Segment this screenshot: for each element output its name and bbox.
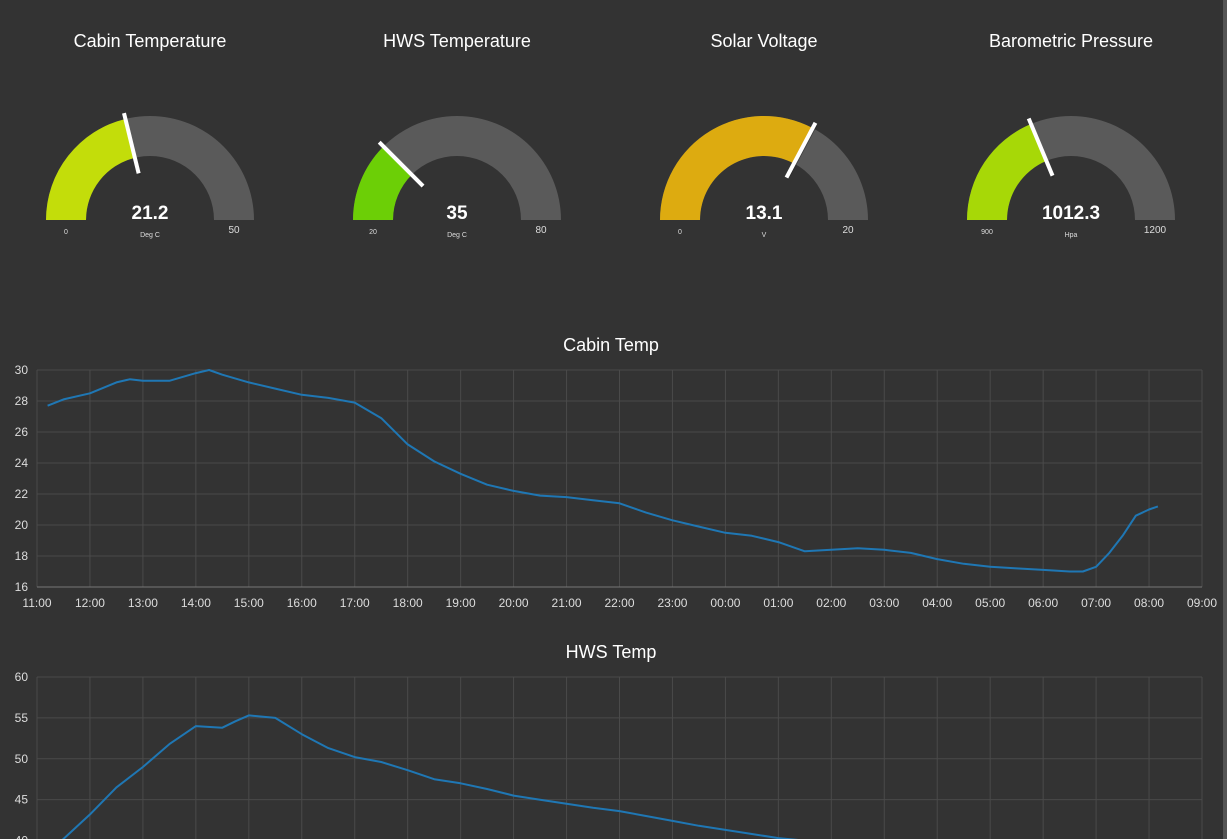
gauge-row: Cabin Temperature 21.2 Deg C 0 50 HWS Tempe… <box>0 0 1227 270</box>
gauge-min-label: 900 <box>981 229 993 236</box>
gauge-fill <box>46 118 135 220</box>
x-tick-label: 01:00 <box>763 596 793 610</box>
gauge-dial: 21.2 Deg C 0 50 <box>46 112 254 239</box>
gauge-value: 35 <box>446 203 468 224</box>
x-tick-label: 06:00 <box>1028 596 1058 610</box>
x-tick-label: 00:00 <box>710 596 740 610</box>
gauge-max-label: 20 <box>842 225 854 236</box>
gauge-max-label: 50 <box>228 225 240 236</box>
y-tick-label: 26 <box>15 425 29 439</box>
gauge-needle <box>122 112 141 174</box>
y-tick-label: 60 <box>15 670 29 684</box>
x-tick-label: 22:00 <box>604 596 634 610</box>
gauge-fill <box>967 124 1047 220</box>
x-tick-label: 23:00 <box>657 596 687 610</box>
x-tick-label: 19:00 <box>446 596 476 610</box>
gauge-dial: 35 Deg C 20 80 <box>353 116 561 239</box>
x-tick-label: 13:00 <box>128 596 158 610</box>
x-tick-label: 08:00 <box>1134 596 1164 610</box>
y-tick-label: 18 <box>15 549 29 563</box>
gauge-units: V <box>762 232 767 239</box>
gauge-units: Hpa <box>1065 232 1078 239</box>
y-tick-label: 24 <box>15 456 29 470</box>
y-tick-label: 28 <box>15 394 29 408</box>
gauge-title: Cabin Temperature <box>73 31 227 51</box>
y-tick-label: 22 <box>15 487 29 501</box>
x-tick-label: 16:00 <box>287 596 317 610</box>
gauge-units: Deg C <box>140 232 160 239</box>
x-tick-label: 15:00 <box>234 596 264 610</box>
x-tick-label: 14:00 <box>181 596 211 610</box>
gauge-dial: 1012.3 Hpa 900 1200 <box>967 116 1175 239</box>
gauge-title: HWS Temperature <box>383 31 531 51</box>
x-tick-label: 18:00 <box>393 596 423 610</box>
y-tick-label: 16 <box>15 580 29 594</box>
gauge-min-label: 20 <box>369 229 377 236</box>
gauge-title: Barometric Pressure <box>988 31 1154 51</box>
gauge-value: 21.2 <box>132 203 169 224</box>
gauge-max-label: 80 <box>535 225 547 236</box>
grid <box>36 369 1203 588</box>
x-tick-label: 02:00 <box>816 596 846 610</box>
gauge-value: 13.1 <box>746 203 783 224</box>
gauge-needle <box>1026 117 1055 177</box>
gauge-units: Deg C <box>447 232 467 239</box>
x-tick-label: 11:00 <box>22 596 51 610</box>
chart-title: HWS Temp <box>565 642 657 662</box>
gauge-max-label: 1200 <box>1144 225 1167 236</box>
x-tick-label: 04:00 <box>922 596 952 610</box>
chart-cabin-temp: Cabin Temp 11:00 12:00 13:00 14:00 15:00 16:0… <box>0 330 1227 620</box>
y-tick-label: 30 <box>15 363 29 377</box>
gauge-solar-voltage: Solar Voltage 13.1 V 0 20 <box>614 0 914 260</box>
chart-title: Cabin Temp <box>563 335 659 355</box>
grid <box>36 676 1203 839</box>
gauge-min-label: 0 <box>678 229 682 236</box>
gauge-fill <box>660 116 813 220</box>
series-line <box>61 714 799 839</box>
x-tick-label: 07:00 <box>1081 596 1111 610</box>
gauge-barometric-pressure: Barometric Pressure 1012.3 Hpa 900 1200 <box>921 0 1221 260</box>
gauge-needle <box>784 121 818 179</box>
gauge-cabin-temperature: Cabin Temperature 21.2 Deg C 0 50 <box>0 0 300 260</box>
gauge-min-label: 0 <box>64 229 68 236</box>
chart-plot: 40 45 50 55 60 <box>15 670 1203 839</box>
x-tick-label: 12:00 <box>75 596 105 610</box>
gauge-title: Solar Voltage <box>710 31 818 51</box>
gauge-track <box>353 116 561 220</box>
gauge-value: 1012.3 <box>1042 203 1100 224</box>
series-line <box>47 369 1159 573</box>
chart-hws-temp: HWS Temp 40 45 50 55 60 <box>0 637 1227 839</box>
scrollbar[interactable] <box>1223 0 1227 839</box>
x-tick-label: 03:00 <box>869 596 899 610</box>
x-tick-label: 21:00 <box>552 596 582 610</box>
gauge-dial: 13.1 V 0 20 <box>660 116 868 239</box>
x-tick-label: 17:00 <box>340 596 370 610</box>
y-tick-label: 40 <box>15 834 29 839</box>
scrollbar-thumb[interactable] <box>1223 0 1227 839</box>
y-tick-label: 20 <box>15 518 29 532</box>
chart-plot: 11:00 12:00 13:00 14:00 15:00 16:00 17:00 18:00… <box>15 363 1218 610</box>
y-tick-label: 55 <box>15 711 29 725</box>
y-tick-label: 50 <box>15 752 29 766</box>
gauge-needle <box>377 140 425 188</box>
x-tick-label: 05:00 <box>975 596 1005 610</box>
y-tick-label: 45 <box>15 793 29 807</box>
gauge-fill <box>353 146 412 220</box>
gauge-hws-temperature: HWS Temperature 35 Deg C 20 80 <box>307 0 607 260</box>
x-tick-label: 20:00 <box>499 596 529 610</box>
x-tick-label: 09:00 <box>1187 596 1217 610</box>
